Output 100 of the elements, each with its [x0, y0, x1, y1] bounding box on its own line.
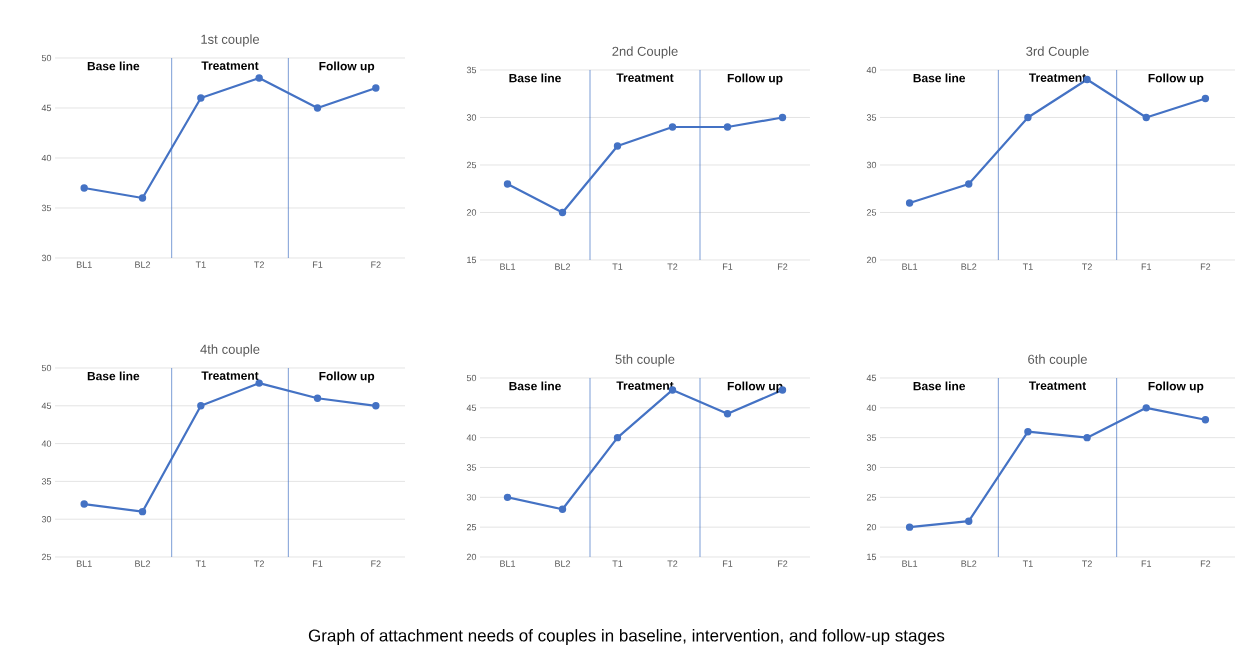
y-tick-label: 40 [466, 434, 477, 441]
point [778, 113, 787, 122]
y-tick-label: 30 [466, 494, 477, 501]
x-tick-label: F2 [371, 560, 381, 567]
y-tick-label: 25 [41, 553, 52, 561]
x-tick-label: T2 [254, 560, 264, 567]
annotation: Base line [509, 73, 561, 83]
annotation: Base line [87, 371, 140, 381]
point [965, 517, 973, 525]
x-tick-label: BL1 [500, 560, 516, 567]
y-tick-label: 40 [866, 404, 877, 412]
point [558, 208, 567, 217]
point [255, 379, 263, 387]
point [80, 500, 88, 508]
y-tick-label: 20 [466, 209, 477, 216]
point [1201, 94, 1210, 103]
annotation: Follow up [1148, 381, 1204, 393]
x-tick-label: BL2 [135, 560, 151, 567]
point [965, 180, 973, 188]
y-tick-label: 50 [466, 374, 477, 382]
x-tick-label: F2 [1200, 560, 1211, 567]
point [1142, 404, 1150, 412]
y-tick-label: 35 [866, 434, 877, 441]
y-tick-label: 45 [866, 374, 877, 382]
point [138, 507, 147, 516]
x-tick-label: BL1 [76, 261, 92, 268]
chart-title: 1st couple [201, 34, 260, 47]
y-tick-label: 45 [466, 404, 477, 411]
point [372, 84, 380, 92]
point [1201, 416, 1210, 424]
y-tick-label: 30 [866, 161, 877, 169]
x-tick-label: F1 [312, 560, 323, 567]
point [613, 142, 622, 150]
annotation: Follow up [727, 73, 783, 85]
y-tick-label: 30 [866, 464, 877, 471]
x-tick-label: F2 [777, 560, 788, 567]
annotation: Base line [509, 381, 561, 391]
y-tick-label: 25 [466, 161, 477, 169]
y-tick-label: 30 [41, 516, 52, 523]
x-tick-label: F1 [1141, 263, 1152, 270]
annotation: Treatment [616, 73, 674, 82]
x-tick-label: BL1 [76, 560, 92, 567]
point [255, 74, 263, 82]
y-tick-label: 25 [466, 523, 477, 531]
chart-title: 5th couple [615, 354, 675, 367]
x-tick-label: T2 [254, 261, 264, 268]
point [138, 194, 147, 202]
annotation: Treatment [201, 371, 259, 380]
point [723, 123, 732, 131]
x-tick-label: F2 [1200, 263, 1211, 270]
chart-title: 3rd Couple [1026, 46, 1089, 59]
x-tick-label: BL2 [961, 560, 977, 567]
annotation: Base line [913, 381, 966, 391]
y-tick-label: 30 [41, 254, 52, 262]
point [613, 433, 622, 442]
point [668, 123, 677, 131]
x-tick-label: BL2 [555, 263, 571, 270]
x-tick-label: T1 [195, 560, 206, 567]
point [313, 394, 322, 402]
point [1083, 433, 1091, 442]
y-tick-label: 35 [466, 66, 477, 74]
point [905, 199, 914, 207]
point [558, 505, 567, 513]
text: Graph of attachment needs of couples in baseline, intervention, and follow-up stages [308, 629, 945, 645]
annotation: Follow up [319, 61, 375, 73]
y-tick-label: 35 [466, 464, 477, 471]
x-tick-label: F2 [371, 261, 381, 268]
point [313, 104, 322, 112]
annotation: Follow up [319, 371, 375, 383]
y-tick-label: 45 [41, 402, 52, 409]
annotation: Treatment [201, 61, 259, 70]
point [1024, 427, 1032, 436]
x-tick-label: BL1 [902, 560, 918, 567]
x-tick-label: T1 [1022, 263, 1033, 270]
x-tick-label: F1 [312, 261, 323, 268]
annotation: Follow up [1148, 73, 1204, 85]
y-tick-label: 45 [41, 104, 52, 112]
point [723, 410, 732, 418]
x-tick-label: T2 [1082, 263, 1092, 270]
y-tick-label: 20 [866, 256, 877, 264]
y-tick-label: 20 [866, 523, 877, 531]
y-tick-label: 25 [866, 494, 877, 501]
point [503, 180, 512, 188]
x-tick-label: BL2 [135, 261, 151, 268]
y-tick-label: 25 [866, 209, 877, 216]
x-tick-label: T1 [612, 263, 623, 270]
point [905, 523, 914, 531]
point [1142, 113, 1150, 122]
y-tick-label: 35 [41, 478, 52, 485]
x-tick-label: T1 [195, 261, 206, 268]
point [197, 94, 205, 102]
x-tick-label: BL1 [500, 263, 516, 270]
x-tick-label: F1 [1141, 560, 1152, 567]
y-tick-label: 35 [41, 204, 52, 212]
annotation: Treatment [616, 381, 674, 390]
x-tick-label: T2 [667, 560, 678, 567]
y-tick-label: 40 [41, 440, 52, 447]
x-tick-label: BL2 [555, 560, 571, 567]
y-tick-label: 15 [467, 256, 477, 264]
y-tick-label: 35 [866, 114, 877, 121]
